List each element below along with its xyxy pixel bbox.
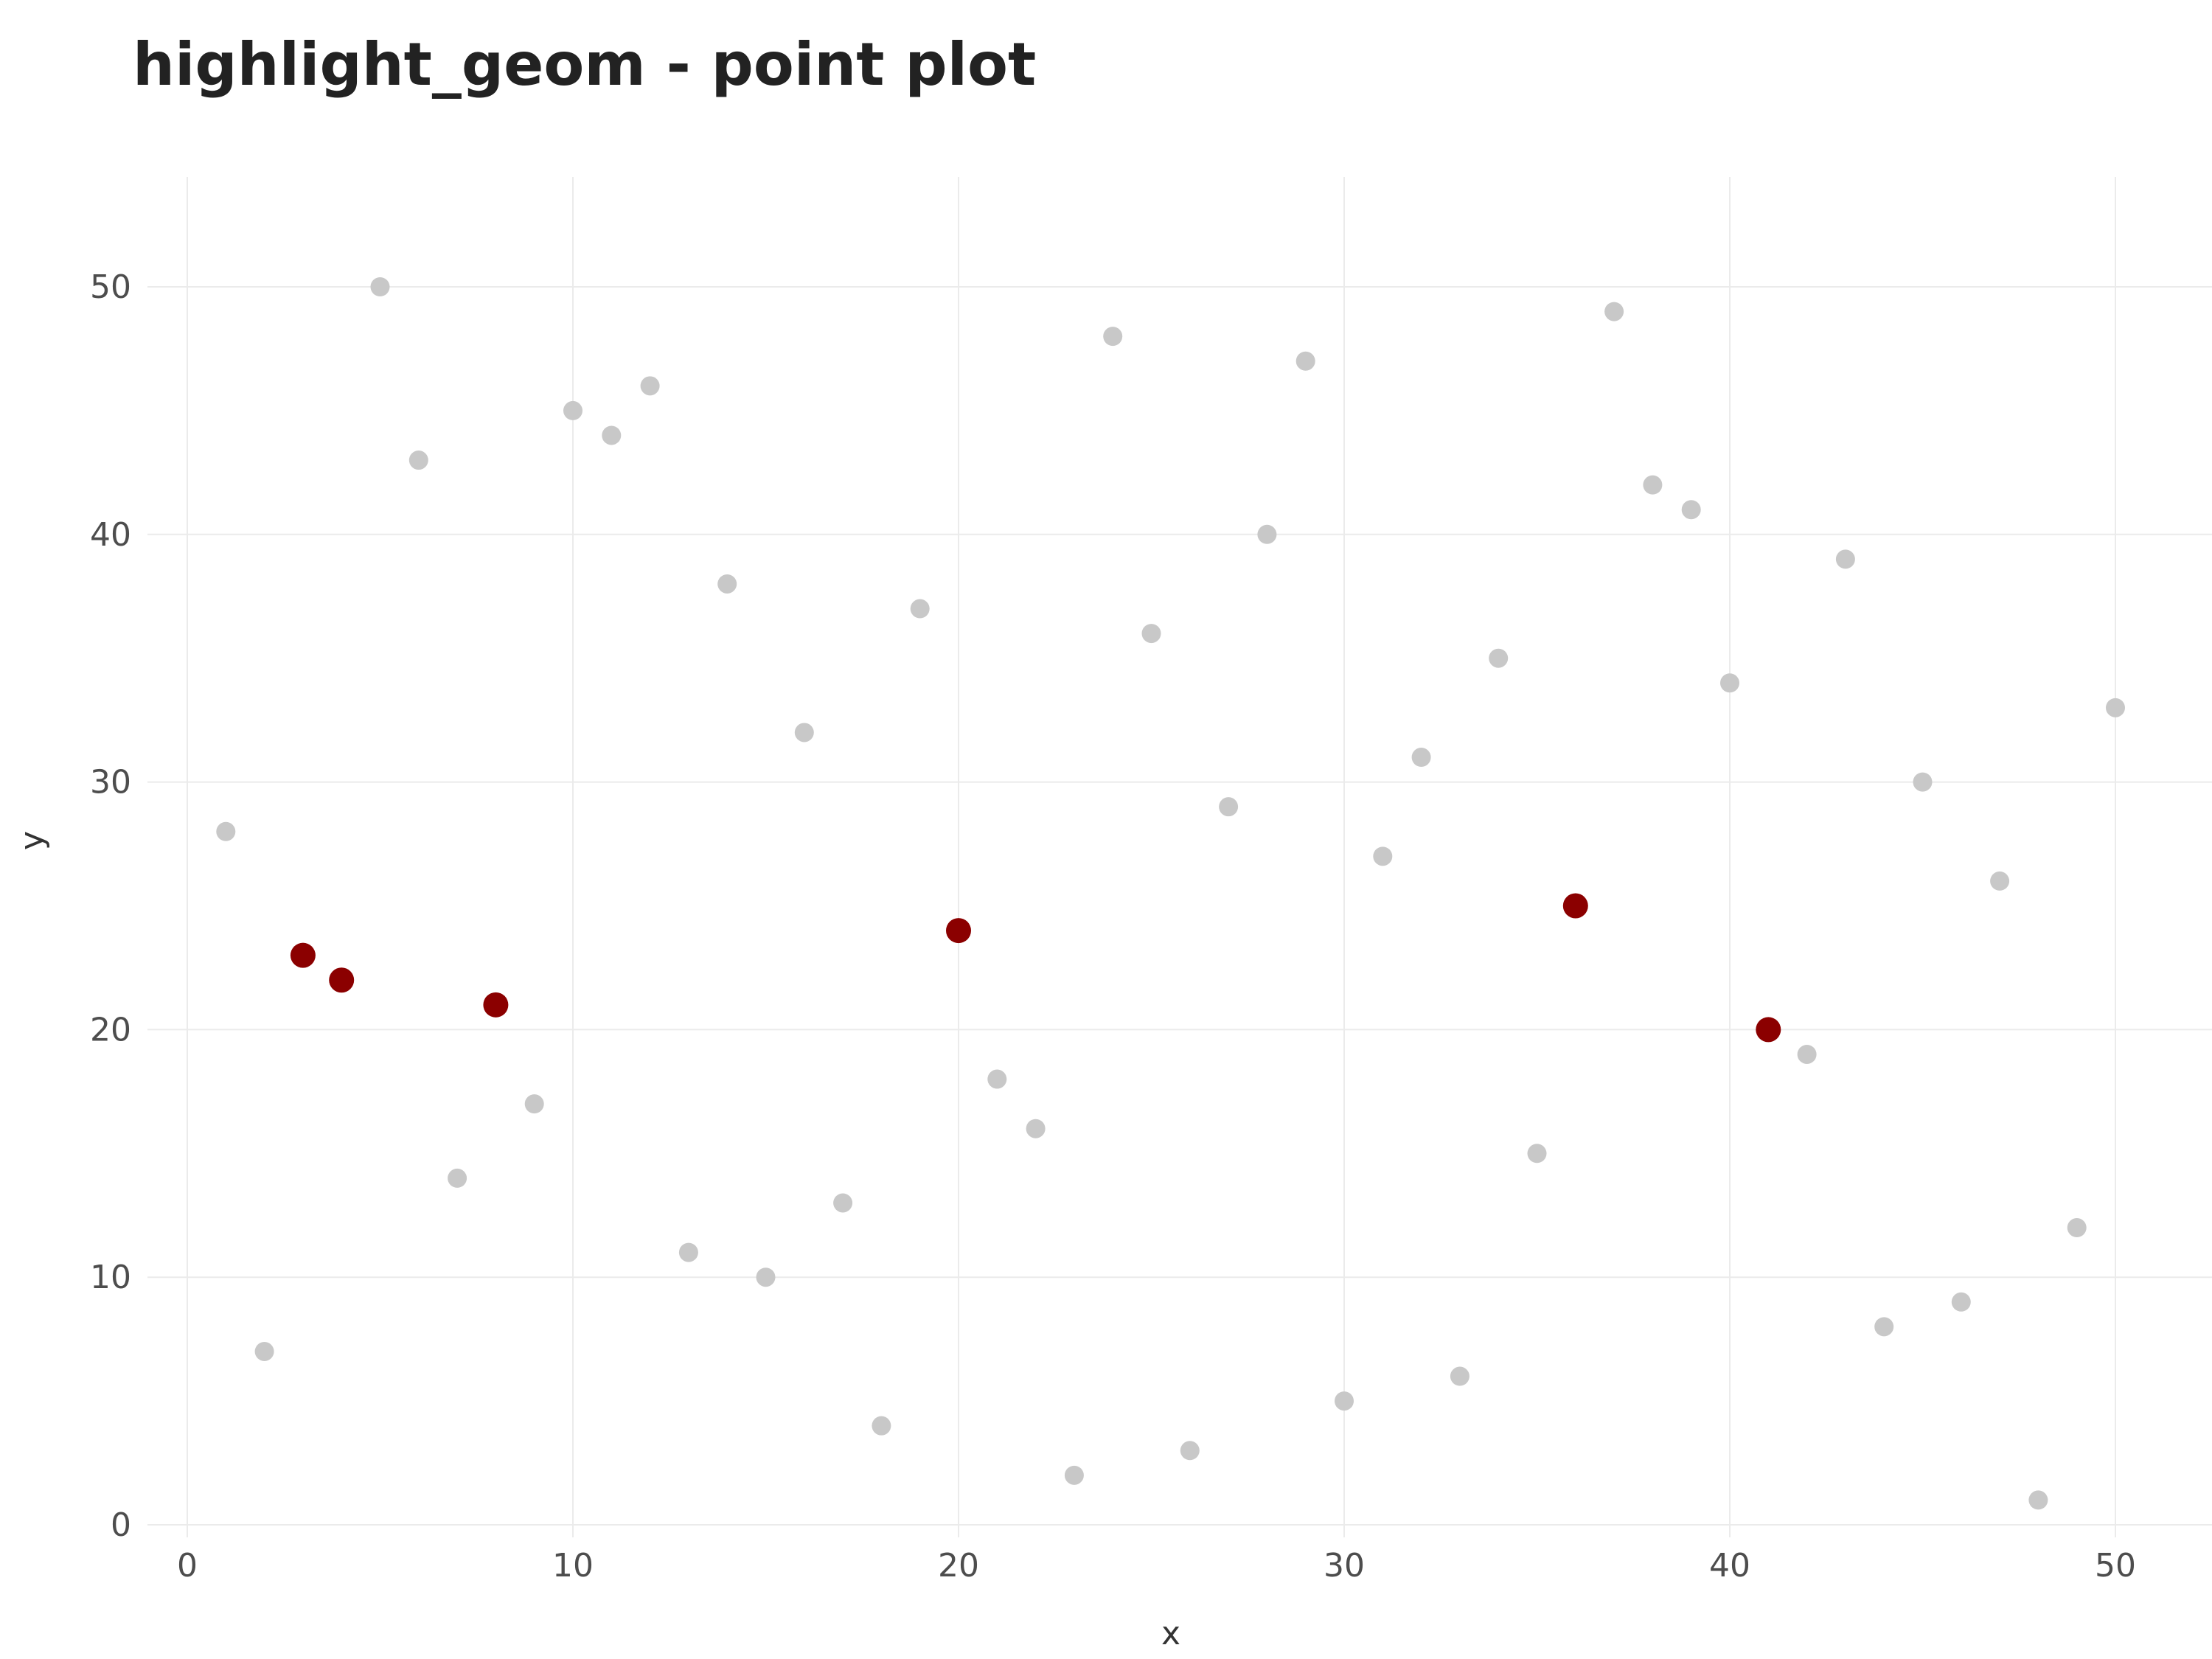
highlighted-data-point <box>329 967 355 993</box>
data-point <box>1913 772 1933 792</box>
y-tick-label: 30 <box>90 764 131 801</box>
data-point <box>1874 1317 1894 1337</box>
data-point <box>1373 846 1393 866</box>
data-point <box>1527 1144 1547 1164</box>
x-tick-label: 10 <box>552 1547 594 1585</box>
data-point <box>1681 500 1701 520</box>
data-point <box>1835 549 1855 569</box>
data-point <box>1797 1044 1817 1064</box>
data-point <box>1951 1292 1971 1312</box>
highlighted-data-point <box>290 942 316 968</box>
chart-title: highlight_geom - point plot <box>133 30 1036 99</box>
data-point <box>1990 871 2010 891</box>
y-tick-label: 0 <box>111 1506 131 1544</box>
data-point <box>1720 673 1739 693</box>
data-point <box>370 277 390 296</box>
y-axis-title: y <box>13 831 51 850</box>
y-tick-label: 20 <box>90 1011 131 1048</box>
y-axis-ticks: 0 10 20 30 40 50 <box>90 268 131 1544</box>
data-point <box>717 574 737 594</box>
data-point <box>872 1416 891 1436</box>
data-point <box>2067 1218 2087 1238</box>
x-tick-label: 0 <box>177 1547 198 1585</box>
data-point <box>408 451 428 470</box>
data-point <box>1257 524 1277 544</box>
data-point <box>1411 748 1431 768</box>
data-point <box>1180 1441 1200 1461</box>
x-tick-label: 40 <box>1709 1547 1750 1585</box>
y-tick-label: 40 <box>90 516 131 554</box>
data-point <box>640 376 660 396</box>
points <box>216 277 2125 1510</box>
data-point <box>1643 475 1663 495</box>
data-point <box>448 1168 467 1188</box>
data-point <box>1026 1119 1046 1138</box>
data-point <box>254 1341 274 1361</box>
x-tick-label: 30 <box>1324 1547 1365 1585</box>
data-point <box>987 1069 1007 1089</box>
data-point <box>678 1242 698 1262</box>
data-point <box>794 723 814 742</box>
data-point <box>1141 624 1161 644</box>
data-point <box>602 425 622 445</box>
highlighted-data-point <box>483 992 509 1018</box>
highlighted-data-point <box>1562 893 1588 919</box>
data-point <box>1295 351 1315 371</box>
data-point <box>1335 1391 1354 1411</box>
data-point <box>756 1267 776 1287</box>
data-point <box>216 821 236 841</box>
highlighted-data-point <box>946 918 971 944</box>
gridlines <box>147 177 2212 1537</box>
data-point <box>1103 327 1123 347</box>
y-tick-label: 50 <box>90 268 131 306</box>
data-point <box>1604 302 1624 321</box>
data-point <box>524 1094 544 1114</box>
data-point <box>2028 1490 2048 1510</box>
x-axis-title: x <box>1161 1615 1180 1652</box>
data-point <box>833 1193 853 1213</box>
data-point <box>563 400 582 420</box>
data-point <box>1489 648 1509 668</box>
x-axis-ticks: 0 10 20 30 40 50 <box>177 1547 2136 1585</box>
x-tick-label: 20 <box>938 1547 979 1585</box>
highlighted-data-point <box>1756 1017 1781 1043</box>
y-tick-label: 10 <box>90 1259 131 1296</box>
data-point <box>1219 797 1239 817</box>
data-point <box>2106 698 2125 717</box>
data-point <box>910 599 930 619</box>
data-point <box>1450 1366 1470 1386</box>
x-tick-label: 50 <box>2095 1547 2136 1585</box>
data-point <box>1064 1465 1084 1485</box>
